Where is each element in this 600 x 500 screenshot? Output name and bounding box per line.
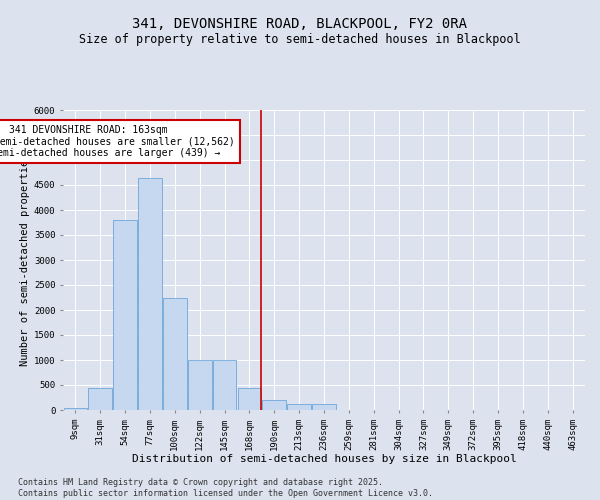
Bar — [113, 220, 137, 410]
X-axis label: Distribution of semi-detached houses by size in Blackpool: Distribution of semi-detached houses by … — [131, 454, 517, 464]
Bar — [287, 404, 311, 410]
Text: Contains HM Land Registry data © Crown copyright and database right 2025.
Contai: Contains HM Land Registry data © Crown c… — [18, 478, 433, 498]
Bar — [312, 404, 336, 410]
Text: 341, DEVONSHIRE ROAD, BLACKPOOL, FY2 0RA: 341, DEVONSHIRE ROAD, BLACKPOOL, FY2 0RA — [133, 18, 467, 32]
Bar — [188, 360, 212, 410]
Bar — [262, 400, 286, 410]
Y-axis label: Number of semi-detached properties: Number of semi-detached properties — [20, 154, 29, 366]
Bar — [238, 388, 261, 410]
Bar — [163, 298, 187, 410]
Bar — [213, 360, 236, 410]
Text: Size of property relative to semi-detached houses in Blackpool: Size of property relative to semi-detach… — [79, 32, 521, 46]
Bar — [88, 388, 112, 410]
Bar — [138, 178, 162, 410]
Bar — [64, 408, 87, 410]
Text: 341 DEVONSHIRE ROAD: 163sqm
← 97% of semi-detached houses are smaller (12,562)
3: 341 DEVONSHIRE ROAD: 163sqm ← 97% of sem… — [0, 125, 235, 158]
